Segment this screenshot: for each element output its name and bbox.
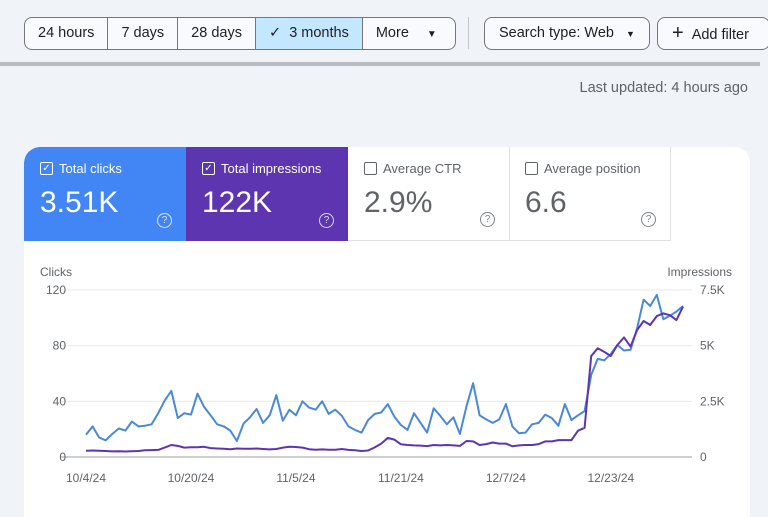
help-icon[interactable]: ? [157,213,172,228]
toolbar-divider [468,17,469,49]
x-tick-label: 10/20/24 [168,471,215,485]
right-tick-label: 7.5K [700,283,725,297]
checkbox-unchecked-icon[interactable] [364,162,377,175]
checkbox-checked-icon[interactable]: ✓ [202,162,215,175]
right-tick-label: 0 [700,450,707,464]
left-tick-label: 80 [53,339,67,353]
metric-label: Total clicks [59,161,122,176]
add-filter-label: Add filter [691,27,749,43]
help-icon[interactable]: ? [641,212,656,227]
metric-value: 3.51K [40,186,119,219]
metric-value: 6.6 [525,186,567,219]
x-tick-label: 12/23/24 [587,471,634,485]
metric-average-ctr[interactable]: Average CTR 2.9% ? [348,147,510,241]
checkbox-checked-icon[interactable]: ✓ [40,162,53,175]
checkbox-unchecked-icon[interactable] [525,162,538,175]
range-7-days[interactable]: 7 days [108,18,179,49]
range-28-days[interactable]: 28 days [178,18,256,49]
metric-label: Average CTR [383,161,462,176]
right-tick-label: 5K [700,339,715,353]
last-updated: Last updated: 4 hours ago [579,80,749,96]
dropdown-arrow-icon: ▼ [426,29,437,40]
performance-card: ✓ Total clicks 3.51K ? ✓ Total impressions… [24,147,750,517]
metric-average-position[interactable]: Average position 6.6 ? [509,147,671,241]
help-icon[interactable]: ? [480,212,495,227]
left-axis-label: Clicks [40,265,72,279]
metric-total-clicks[interactable]: ✓ Total clicks 3.51K ? [24,147,186,241]
add-filter-button[interactable]: + Add filter [657,17,768,50]
series-line-impressions [85,306,684,453]
range-24-hours[interactable]: 24 hours [25,18,109,49]
x-tick-label: 12/7/24 [486,471,526,485]
metric-label: Total impressions [221,161,322,176]
date-range-selector: 24 hours 7 days 28 days ✓ 3 months More ▼ [24,17,456,50]
range-label: 3 months [289,25,349,41]
search-type-label: Search type: Web [499,25,614,41]
range-label: More [375,25,409,41]
range-more-dropdown[interactable]: More ▼ [363,18,455,49]
x-tick-label: 10/4/24 [66,471,106,485]
check-icon: ✓ [268,25,290,41]
right-axis-label: Impressions [667,265,732,279]
range-3-months[interactable]: ✓ 3 months [255,18,363,49]
help-icon[interactable]: ? [319,213,334,228]
left-tick-label: 40 [53,394,67,408]
left-tick-label: 0 [59,450,66,464]
metric-total-impressions[interactable]: ✓ Total impressions 122K ? [186,147,348,241]
right-tick-label: 2.5K [700,394,725,408]
x-tick-label: 11/5/24 [276,471,315,485]
metric-label: Average position [544,161,641,176]
metric-value: 2.9% [364,186,433,219]
x-tick-label: 11/21/24 [378,471,424,485]
left-tick-label: 120 [46,283,66,297]
dropdown-arrow-icon: ▼ [626,29,635,39]
search-type-dropdown[interactable]: Search type: Web ▼ [484,17,650,50]
toolbar-separator [0,62,760,66]
plus-icon: + [672,22,684,44]
metric-value: 122K [202,186,273,219]
series-line-clicks [85,293,684,442]
